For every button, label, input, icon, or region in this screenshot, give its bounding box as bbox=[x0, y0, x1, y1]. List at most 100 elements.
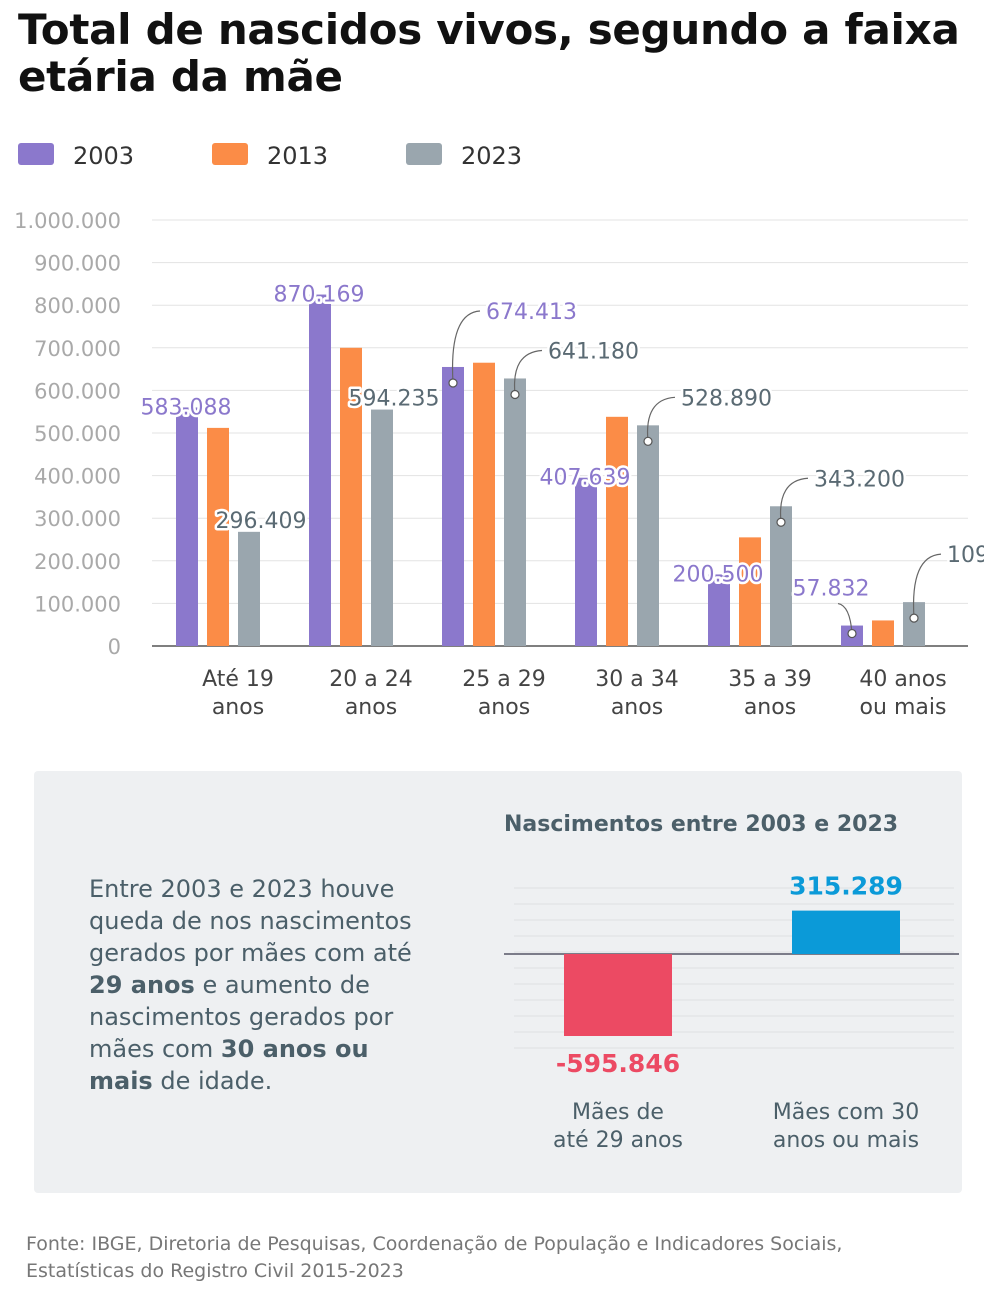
summary-text-segment: nascimentos gerados por bbox=[89, 1003, 394, 1031]
difference-category-label: Mães de bbox=[572, 1100, 664, 1125]
y-tick-label: 300.000 bbox=[34, 507, 121, 531]
difference-value-label: 315.289 bbox=[789, 872, 903, 901]
data-label-group: 528.890 bbox=[643, 384, 774, 446]
y-tick-label: 100.000 bbox=[34, 592, 121, 616]
x-tick-label: 20 a 24 bbox=[329, 667, 412, 692]
bar-2013 bbox=[473, 362, 495, 646]
summary-text-segment: queda de nos nascimentos bbox=[89, 907, 412, 935]
callout-line bbox=[646, 396, 676, 442]
callout-dot bbox=[643, 436, 653, 446]
summary-text-segment: 29 anos bbox=[89, 971, 195, 999]
x-tick-label: 30 a 34 bbox=[595, 667, 678, 692]
legend-label-2003: 2003 bbox=[73, 142, 135, 170]
bar-2003 bbox=[442, 366, 464, 646]
legend-label-2013: 2013 bbox=[267, 142, 329, 170]
callout-dot bbox=[448, 378, 458, 388]
data-label: 296.409 bbox=[216, 509, 307, 534]
bar-2023 bbox=[637, 425, 659, 646]
difference-chart: Nascimentos entre 2003 e 2023 -595.846 Mãe… bbox=[504, 812, 959, 1153]
data-label: 674.413 bbox=[486, 300, 577, 325]
y-tick-label: 0 bbox=[108, 635, 121, 659]
data-label-group: 109.170 bbox=[909, 541, 984, 623]
summary-text: Entre 2003 e 2023 houve queda de nos nasc… bbox=[89, 873, 439, 1097]
bar-2003 bbox=[176, 407, 198, 646]
y-tick-label: 600.000 bbox=[34, 379, 121, 403]
difference-chart-title: Nascimentos entre 2003 e 2023 bbox=[504, 812, 898, 837]
x-tick-label: 35 a 39 bbox=[728, 667, 811, 692]
x-tick-label: 40 anos bbox=[859, 667, 946, 692]
bar-2013 bbox=[872, 620, 894, 646]
data-label: 641.180 bbox=[548, 339, 639, 364]
summary-panel: Entre 2003 e 2023 houve queda de nos nasc… bbox=[34, 771, 962, 1193]
data-label-group: 200.500 bbox=[670, 560, 766, 590]
callout-dot bbox=[909, 613, 919, 623]
y-tick-label: 400.000 bbox=[34, 465, 121, 489]
data-label-group: 674.413 bbox=[448, 297, 579, 388]
x-tick-label: anos bbox=[345, 695, 397, 720]
y-tick-label: 900.000 bbox=[34, 252, 121, 276]
summary-text-segment: 30 anos ou bbox=[220, 1035, 369, 1063]
y-tick-label: 700.000 bbox=[34, 337, 121, 361]
legend-swatch-2023 bbox=[406, 143, 442, 165]
data-label: 343.200 bbox=[814, 467, 905, 492]
callout-line bbox=[451, 310, 481, 384]
summary-text-segment: mais bbox=[89, 1067, 153, 1095]
chart-title: Total de nascidos vivos, segundo a faixa… bbox=[18, 5, 960, 101]
difference-bar bbox=[792, 910, 900, 954]
callout-dot bbox=[847, 628, 857, 639]
legend-label-2023: 2023 bbox=[461, 142, 523, 170]
summary-text-segment: de idade. bbox=[152, 1067, 273, 1095]
legend-swatch-2013 bbox=[212, 143, 248, 165]
x-tick-label: Até 19 bbox=[202, 667, 274, 692]
bar-2013 bbox=[739, 537, 761, 646]
x-tick-label: anos bbox=[212, 695, 264, 720]
bar-2023 bbox=[371, 409, 393, 646]
data-label: 528.890 bbox=[681, 386, 772, 411]
data-label: 870.169 bbox=[274, 283, 365, 308]
bar-2023 bbox=[770, 506, 792, 646]
source-note: Fonte: IBGE, Diretoria de Pesquisas, Coo… bbox=[26, 1233, 843, 1282]
data-label-group: 407.639 bbox=[537, 463, 633, 493]
x-tick-label: 25 a 29 bbox=[462, 667, 545, 692]
bar-2013 bbox=[207, 427, 229, 646]
data-label-group: 57.832 bbox=[790, 574, 872, 639]
summary-text-segment: Entre 2003 e 2023 houve bbox=[89, 875, 395, 903]
x-tick-label: anos bbox=[611, 695, 663, 720]
bar-2003 bbox=[309, 294, 331, 646]
difference-category-label: até 29 anos bbox=[553, 1128, 683, 1153]
x-tick-label: anos bbox=[478, 695, 530, 720]
difference-category-label: Mães com 30 bbox=[773, 1100, 919, 1125]
y-tick-label: 200.000 bbox=[34, 550, 121, 574]
data-label: 594.235 bbox=[349, 387, 440, 412]
bar-2023 bbox=[903, 602, 925, 646]
bar-2013 bbox=[340, 347, 362, 646]
data-label-group: 594.235 bbox=[346, 384, 442, 414]
x-tick-label: ou mais bbox=[860, 695, 947, 720]
y-tick-label: 500.000 bbox=[34, 422, 121, 446]
data-label: 200.500 bbox=[673, 562, 764, 587]
data-label: 407.639 bbox=[540, 466, 631, 491]
y-tick-label: 800.000 bbox=[34, 294, 121, 318]
callout-line bbox=[513, 349, 543, 395]
data-label-group: 296.409 bbox=[213, 506, 309, 536]
data-label: 109.170 bbox=[947, 543, 984, 568]
difference-bar bbox=[564, 954, 672, 1036]
data-label-group: 583.088 bbox=[138, 393, 234, 423]
difference-value-label: -595.846 bbox=[556, 1049, 680, 1078]
callout-dot bbox=[776, 517, 786, 527]
data-label-group: 870.169 bbox=[271, 280, 367, 310]
bar-2023 bbox=[504, 378, 526, 646]
callout-dot bbox=[510, 389, 520, 400]
y-tick-label: 1.000.000 bbox=[14, 209, 121, 233]
callout-line bbox=[779, 477, 809, 523]
difference-category-label: anos ou mais bbox=[773, 1128, 919, 1153]
bar-2003 bbox=[575, 477, 597, 646]
data-label-group: 343.200 bbox=[776, 465, 907, 527]
bar-2013 bbox=[606, 416, 628, 646]
summary-text-segment: gerados por mães com até bbox=[89, 939, 412, 967]
callout-line bbox=[912, 553, 942, 619]
legend-swatch-2003 bbox=[18, 143, 54, 165]
summary-text-segment: e aumento de bbox=[194, 971, 370, 999]
bar-2023 bbox=[238, 531, 260, 646]
bar-2003 bbox=[708, 574, 730, 646]
